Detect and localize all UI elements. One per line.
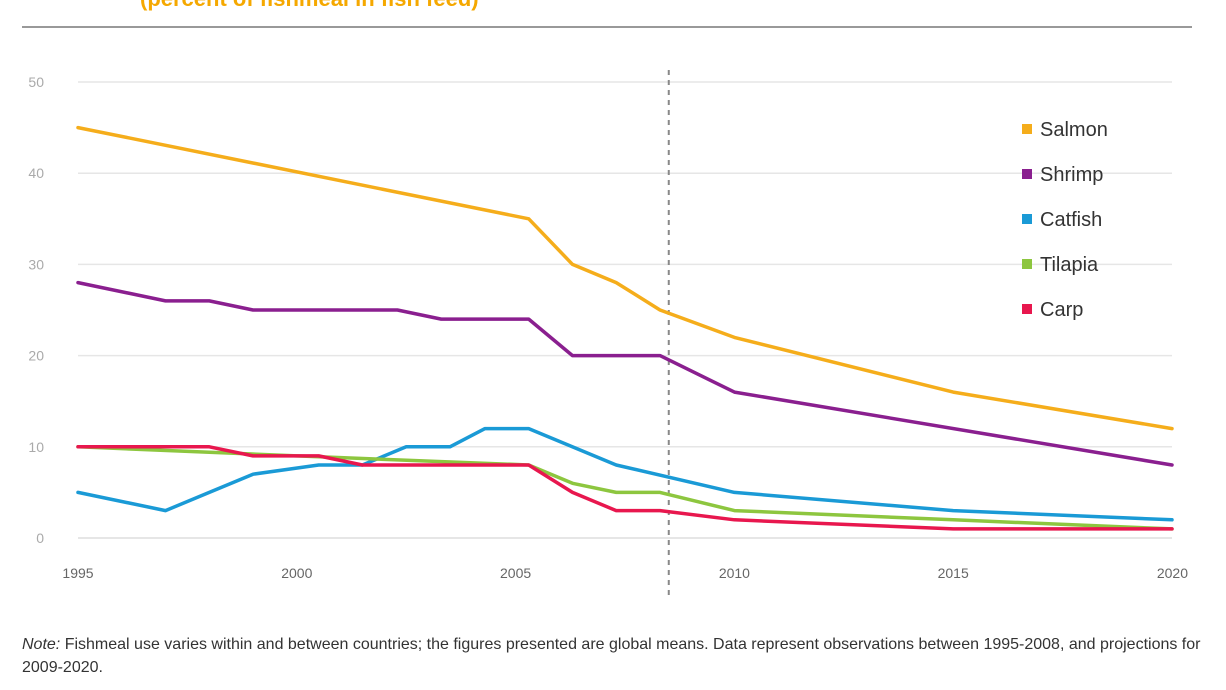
series-line-shrimp xyxy=(76,280,1174,467)
series-line-salmon xyxy=(76,125,1174,431)
x-tick-label: 2000 xyxy=(281,565,312,581)
x-axis: 1995 2000 2005 2010 2015 2020 xyxy=(62,565,1188,581)
chart-title: (percent of fishmeal in fish feed) xyxy=(140,0,479,12)
legend-swatch-carp xyxy=(1022,304,1032,314)
x-tick-label: 2020 xyxy=(1157,565,1188,581)
footnote: Note: Fishmeal use varies within and bet… xyxy=(22,633,1202,679)
legend-swatch-tilapia xyxy=(1022,259,1032,269)
series-line-tilapia xyxy=(76,445,1174,531)
legend-swatch-salmon xyxy=(1022,124,1032,134)
x-tick-label: 2015 xyxy=(938,565,969,581)
legend-label-tilapia: Tilapia xyxy=(1040,254,1099,276)
series-group xyxy=(76,125,1174,531)
line-chart: 0 10 20 30 40 50 1995 2000 2005 2010 2015 2020 Sal… xyxy=(22,26,1192,598)
legend-label-catfish: Catfish xyxy=(1040,209,1102,231)
y-axis: 0 10 20 30 40 50 xyxy=(28,74,44,546)
y-tick-label: 40 xyxy=(28,165,44,181)
legend: Salmon Shrimp Catfish Tilapia Carp xyxy=(1022,119,1108,321)
y-tick-label: 0 xyxy=(36,530,44,546)
grid xyxy=(78,81,1172,539)
legend-label-salmon: Salmon xyxy=(1040,119,1108,141)
note-text: Fishmeal use varies within and between c… xyxy=(22,636,1201,676)
y-tick-label: 10 xyxy=(28,439,44,455)
legend-label-carp: Carp xyxy=(1040,299,1083,321)
x-tick-label: 2005 xyxy=(500,565,531,581)
series-line-catfish xyxy=(76,426,1174,522)
y-tick-label: 30 xyxy=(28,256,44,272)
y-tick-label: 20 xyxy=(28,348,44,364)
x-tick-label: 2010 xyxy=(719,565,750,581)
legend-swatch-catfish xyxy=(1022,214,1032,224)
legend-swatch-shrimp xyxy=(1022,169,1032,179)
legend-label-shrimp: Shrimp xyxy=(1040,164,1103,186)
note-lead: Note: xyxy=(22,636,61,653)
series-line-carp xyxy=(76,445,1174,531)
x-tick-label: 1995 xyxy=(62,565,93,581)
y-tick-label: 50 xyxy=(28,74,44,90)
